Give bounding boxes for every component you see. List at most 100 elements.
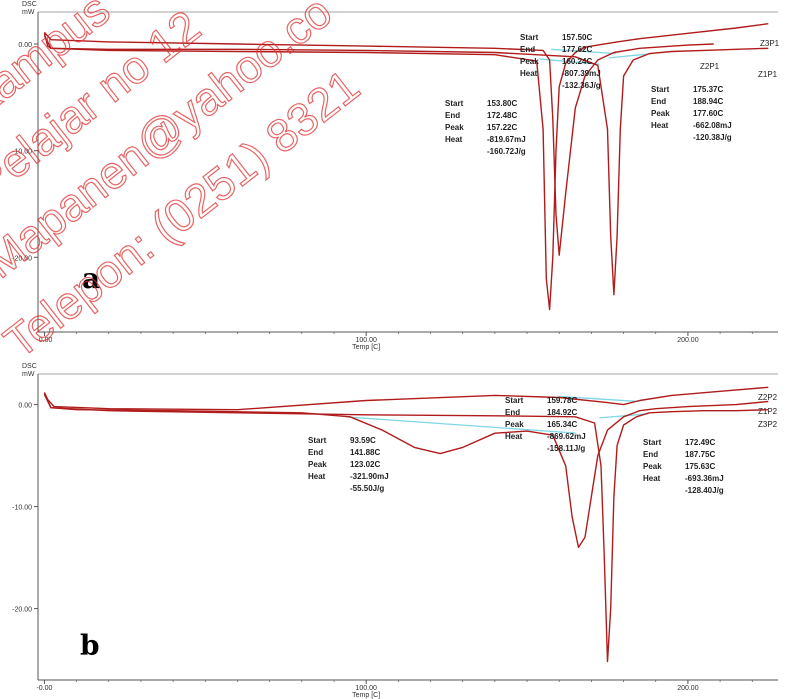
annotation-label: Peak	[643, 462, 662, 471]
peak-annotation: Start End Peak Heat 159.78C 184.92C 165.34C -86…	[505, 396, 586, 453]
annotation-value: 175.37C	[693, 85, 723, 94]
annotation-value: 160.24C	[562, 57, 592, 66]
annotation-label: Start	[445, 99, 464, 108]
annotation-value: -158.11J/g	[547, 444, 585, 453]
x-tick-label: -0.00	[36, 685, 52, 692]
annotation-value: 165.34C	[547, 420, 577, 429]
series-label: Z2P1	[700, 62, 720, 71]
peak-annotation: Start End Peak Heat 175.37C 188.94C 177.60C -66…	[651, 85, 732, 142]
y-tick-label: 0.00	[18, 42, 32, 49]
annotation-label: End	[643, 450, 658, 459]
series-line-z2p2	[43, 386, 769, 411]
x-tick-label: 100.00	[355, 337, 377, 344]
annotation-label: Heat	[445, 135, 463, 144]
annotation-label: End	[445, 111, 460, 120]
annotation-label: Start	[643, 438, 662, 447]
annotation-value: -807.39mJ	[562, 69, 601, 78]
y-tick-label: -20.00	[12, 607, 32, 614]
series-label: Z2P2	[758, 393, 778, 402]
peak-annotation: Start End Peak Heat 172.49C 187.75C 175.63C -69…	[643, 438, 724, 495]
annotation-label: Peak	[445, 123, 464, 132]
annotation-value: -160.72J/g	[487, 147, 526, 156]
series-line-z2p1	[43, 31, 714, 256]
peak-annotation: Start End Peak Heat 157.50C 177.62C 160.24C -80…	[520, 33, 601, 90]
y-tick-label: -10.00	[12, 149, 32, 156]
annotation-label: Start	[520, 33, 539, 42]
series-line-z3p2	[43, 393, 769, 663]
x-tick-label: 200.00	[677, 337, 699, 344]
panel-letter: a	[82, 262, 100, 295]
x-tick-label: -0.00	[36, 337, 52, 344]
annotation-value: -693.36mJ	[685, 474, 724, 483]
annotation-label: Start	[651, 85, 670, 94]
annotation-value: 159.78C	[547, 396, 577, 405]
annotation-value: 93.59C	[350, 436, 376, 445]
annotation-value: 175.63C	[685, 462, 715, 471]
series-line-z3p1	[43, 23, 769, 311]
integration-baseline	[558, 395, 640, 403]
integration-baseline	[599, 413, 649, 419]
annotation-label: Start	[308, 436, 327, 445]
annotation-value: 141.88C	[350, 448, 380, 457]
annotation-value: 177.60C	[693, 109, 723, 118]
annotation-label: Start	[505, 396, 524, 405]
annotation-value: 172.48C	[487, 111, 517, 120]
series-label: Z1P2	[758, 407, 778, 416]
annotation-value: 187.75C	[685, 450, 715, 459]
annotation-value: -132.36J/g	[562, 81, 601, 90]
annotation-value: 157.22C	[487, 123, 517, 132]
annotation-value: -128.40J/g	[685, 486, 724, 495]
annotation-value: 184.92C	[547, 408, 577, 417]
x-axis-title: Temp [C]	[352, 692, 380, 699]
annotation-value: -321.90mJ	[350, 472, 389, 481]
annotation-value: -55.50J/g	[350, 484, 384, 493]
peak-annotation: Start End Peak Heat 153.80C 172.48C 157.22C -81…	[445, 99, 526, 156]
y-axis-title: mW	[22, 9, 35, 16]
annotation-value: 123.02C	[350, 460, 380, 469]
y-axis-title: DSC	[22, 1, 37, 8]
series-label: Z3P2	[758, 420, 778, 429]
integration-baseline	[608, 52, 653, 59]
integration-baseline	[551, 48, 616, 55]
annotation-label: End	[651, 97, 666, 106]
annotation-label: End	[520, 45, 535, 54]
annotation-label: Heat	[308, 472, 326, 481]
annotation-value: -819.67mJ	[487, 135, 526, 144]
annotation-label: Heat	[520, 69, 538, 78]
annotation-label: End	[308, 448, 323, 457]
annotation-label: Peak	[520, 57, 539, 66]
annotation-label: Peak	[505, 420, 524, 429]
y-tick-label: -10.00	[12, 505, 32, 512]
annotation-label: Peak	[308, 460, 327, 469]
series-label: Z3P1	[760, 39, 780, 48]
annotation-label: Peak	[651, 109, 670, 118]
annotation-label: Heat	[505, 432, 523, 441]
y-tick-label: 0.00	[18, 403, 32, 410]
annotation-value: 172.49C	[685, 438, 715, 447]
annotation-label: Heat	[643, 474, 661, 483]
annotation-value: -662.08mJ	[693, 121, 732, 130]
x-axis-title: Temp [C]	[352, 344, 380, 351]
y-tick-label: -20.00	[12, 255, 32, 262]
annotation-label: Heat	[651, 121, 669, 130]
annotation-value: 157.50C	[562, 33, 592, 42]
series-label: Z1P1	[758, 70, 778, 79]
panel-letter: b	[80, 629, 100, 662]
x-tick-label: 100.00	[355, 685, 377, 692]
annotation-label: End	[505, 408, 520, 417]
annotation-value: 153.80C	[487, 99, 517, 108]
peak-annotation: Start End Peak Heat 93.59C 141.88C 123.02C -321…	[308, 436, 389, 493]
y-axis-title: DSC	[22, 363, 37, 370]
annotation-value: -869.62mJ	[547, 432, 586, 441]
annotation-value: -120.38J/g	[693, 133, 732, 142]
y-axis-title: mW	[22, 371, 35, 378]
x-tick-label: 200.00	[677, 685, 699, 692]
series-line-z1p1	[43, 35, 769, 296]
annotation-value: 188.94C	[693, 97, 723, 106]
annotation-value: 177.62C	[562, 45, 592, 54]
integration-baseline	[345, 416, 577, 434]
